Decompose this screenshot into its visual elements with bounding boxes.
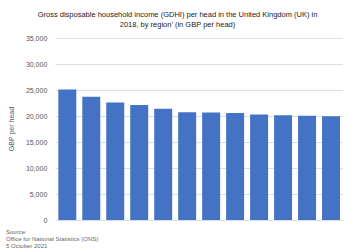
svg-text:Office for National Statistics: Office for National Statistics (ONS) xyxy=(6,236,98,242)
svg-text:30,000: 30,000 xyxy=(26,61,48,68)
svg-text:2018, by region’ (in GBP per h: 2018, by region’ (in GBP per head) xyxy=(120,20,236,29)
svg-text:35,000: 35,000 xyxy=(26,35,48,42)
svg-text:5,000: 5,000 xyxy=(30,191,48,198)
svg-text:25,000: 25,000 xyxy=(26,87,48,94)
svg-text:Source:: Source: xyxy=(6,229,27,235)
svg-text:10,000: 10,000 xyxy=(26,165,48,172)
svg-text:20,000: 20,000 xyxy=(26,113,48,120)
svg-text:GBP per head: GBP per head xyxy=(8,107,16,151)
svg-text:0: 0 xyxy=(43,217,47,224)
svg-text:5 October 2021: 5 October 2021 xyxy=(6,243,48,249)
svg-text:15,000: 15,000 xyxy=(26,139,48,146)
svg-text:Gross disposable household inc: Gross disposable household income (GDHI)… xyxy=(38,10,318,19)
